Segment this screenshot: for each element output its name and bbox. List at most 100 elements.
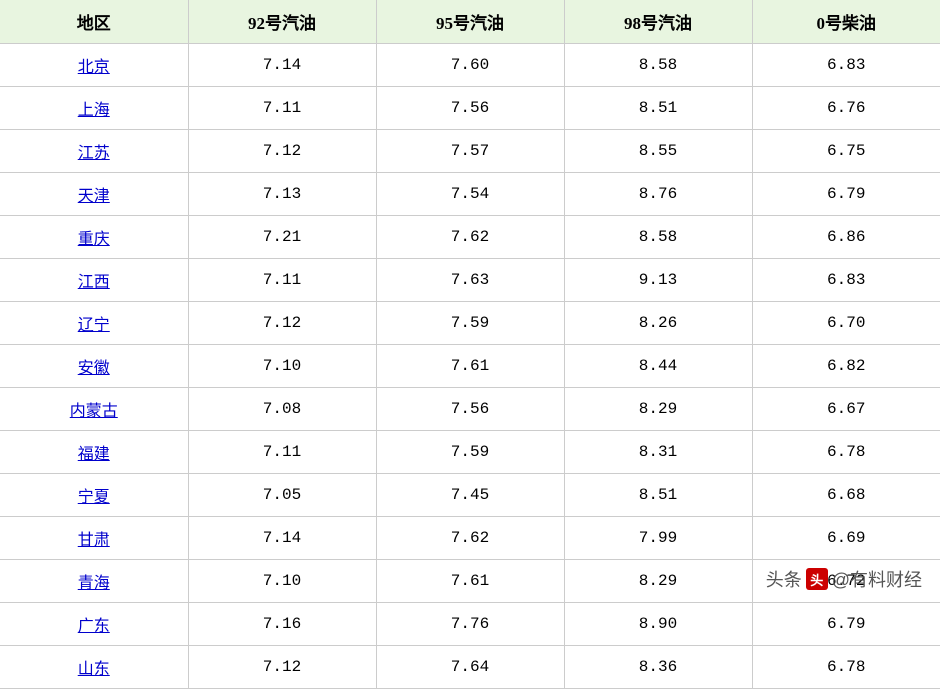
price-cell: 7.99 [564,517,752,560]
region-cell: 宁夏 [0,474,188,517]
price-cell: 7.76 [376,603,564,646]
price-cell: 6.79 [752,173,940,216]
price-cell: 8.90 [564,603,752,646]
table-row: 宁夏7.057.458.516.68 [0,474,940,517]
toutiao-icon: 头 [806,568,828,590]
price-cell: 7.14 [188,517,376,560]
col-region: 地区 [0,0,188,44]
region-cell: 福建 [0,431,188,474]
region-link[interactable]: 辽宁 [78,317,110,334]
price-cell: 6.67 [752,388,940,431]
price-cell: 8.29 [564,560,752,603]
watermark: 头条 头 @有料财经 [766,566,922,592]
region-link[interactable]: 内蒙古 [70,403,118,420]
price-cell: 7.14 [188,44,376,87]
price-cell: 6.79 [752,603,940,646]
price-cell: 8.31 [564,431,752,474]
col-92: 92号汽油 [188,0,376,44]
price-cell: 6.76 [752,87,940,130]
price-cell: 7.12 [188,130,376,173]
region-cell: 内蒙古 [0,388,188,431]
region-cell: 上海 [0,87,188,130]
table-row: 江西 7.117.639.136.83 [0,259,940,302]
region-link[interactable]: 天津 [78,188,110,205]
col-95: 95号汽油 [376,0,564,44]
col-diesel: 0号柴油 [752,0,940,44]
region-link[interactable]: 江西 [78,274,110,291]
region-cell: 重庆 [0,216,188,259]
price-cell: 8.58 [564,44,752,87]
price-cell: 8.51 [564,474,752,517]
region-link[interactable]: 青海 [78,575,110,592]
col-98: 98号汽油 [564,0,752,44]
price-cell: 6.69 [752,517,940,560]
price-cell: 6.83 [752,259,940,302]
price-cell: 7.56 [376,388,564,431]
region-cell: 江苏 [0,130,188,173]
price-cell: 7.61 [376,560,564,603]
price-cell: 7.05 [188,474,376,517]
region-link[interactable]: 甘肃 [78,532,110,549]
region-cell: 辽宁 [0,302,188,345]
price-cell: 8.55 [564,130,752,173]
price-cell: 7.54 [376,173,564,216]
price-cell: 8.76 [564,173,752,216]
price-cell: 7.11 [188,259,376,302]
watermark-prefix: 头条 [766,566,802,592]
price-cell: 7.60 [376,44,564,87]
region-link[interactable]: 山东 [78,661,110,678]
price-cell: 7.12 [188,646,376,689]
region-cell: 江西 [0,259,188,302]
price-cell: 8.29 [564,388,752,431]
watermark-handle: @有料财经 [832,566,922,592]
price-cell: 8.36 [564,646,752,689]
table-row: 天津 7.137.548.766.79 [0,173,940,216]
region-cell: 天津 [0,173,188,216]
price-cell: 7.13 [188,173,376,216]
region-cell: 广东 [0,603,188,646]
header-row: 地区 92号汽油 95号汽油 98号汽油 0号柴油 [0,0,940,44]
table-row: 甘肃 7.147.627.996.69 [0,517,940,560]
price-cell: 7.59 [376,302,564,345]
price-cell: 7.12 [188,302,376,345]
price-cell: 7.56 [376,87,564,130]
price-cell: 9.13 [564,259,752,302]
price-cell: 6.86 [752,216,940,259]
price-cell: 7.61 [376,345,564,388]
price-cell: 6.83 [752,44,940,87]
table-row: 内蒙古 7.087.568.296.67 [0,388,940,431]
price-cell: 7.57 [376,130,564,173]
region-link[interactable]: 上海 [78,102,110,119]
price-cell: 7.11 [188,431,376,474]
price-cell: 7.62 [376,517,564,560]
price-cell: 7.10 [188,345,376,388]
price-cell: 7.62 [376,216,564,259]
price-cell: 8.58 [564,216,752,259]
region-link[interactable]: 福建 [78,446,110,463]
price-cell: 7.08 [188,388,376,431]
price-cell: 8.26 [564,302,752,345]
price-cell: 6.78 [752,431,940,474]
region-cell: 山东 [0,646,188,689]
region-link[interactable]: 江苏 [78,145,110,162]
price-cell: 7.11 [188,87,376,130]
region-link[interactable]: 重庆 [78,231,110,248]
price-cell: 7.16 [188,603,376,646]
table-row: 北京 7.147.608.586.83 [0,44,940,87]
price-cell: 7.63 [376,259,564,302]
region-link[interactable]: 北京 [78,59,110,76]
table-row: 辽宁7.127.598.266.70 [0,302,940,345]
region-link[interactable]: 宁夏 [78,489,110,506]
price-cell: 7.64 [376,646,564,689]
price-cell: 6.68 [752,474,940,517]
region-cell: 北京 [0,44,188,87]
table-row: 江苏7.127.578.556.75 [0,130,940,173]
price-cell: 8.51 [564,87,752,130]
price-cell: 7.59 [376,431,564,474]
price-cell: 7.10 [188,560,376,603]
region-link[interactable]: 安徽 [78,360,110,377]
table-row: 福建 7.117.598.316.78 [0,431,940,474]
region-link[interactable]: 广东 [78,618,110,635]
table-row: 安徽7.107.618.446.82 [0,345,940,388]
price-cell: 6.78 [752,646,940,689]
